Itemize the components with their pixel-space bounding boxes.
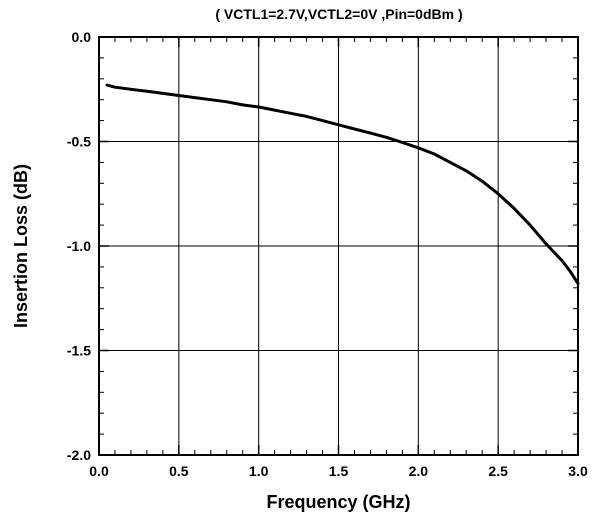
- y-tick-label: -1.0: [67, 238, 91, 254]
- y-tick-label: -1.5: [67, 343, 91, 359]
- y-tick-label: -0.5: [67, 134, 91, 150]
- grid-lines: [99, 37, 578, 455]
- x-tick-label: 2.0: [409, 463, 429, 479]
- plot-frame: [98, 36, 579, 456]
- x-tick-label: 1.0: [249, 463, 269, 479]
- x-tick-label: 0.5: [169, 463, 189, 479]
- x-tick-labels: 0.0 0.5 1.0 1.5 2.0 2.5 3.0: [89, 463, 588, 479]
- x-tick-label: 1.5: [329, 463, 349, 479]
- y-tick-label: 0.0: [72, 29, 92, 45]
- series-layer: [105, 83, 580, 286]
- y-tick-label: -2.0: [67, 447, 91, 463]
- x-tick-label: 2.5: [488, 463, 508, 479]
- series-line: [105, 83, 580, 286]
- y-axis-label: Insertion Loss (dB): [11, 164, 31, 328]
- x-tick-label: 3.0: [568, 463, 588, 479]
- x-axis-label: Frequency (GHz): [266, 492, 410, 512]
- chart-title: ( VCTL1=2.7V,VCTL2=0V ,Pin=0dBm ): [215, 6, 463, 22]
- x-tick-label: 0.0: [89, 463, 109, 479]
- y-tick-labels: 0.0 -0.5 -1.0 -1.5 -2.0: [67, 29, 91, 463]
